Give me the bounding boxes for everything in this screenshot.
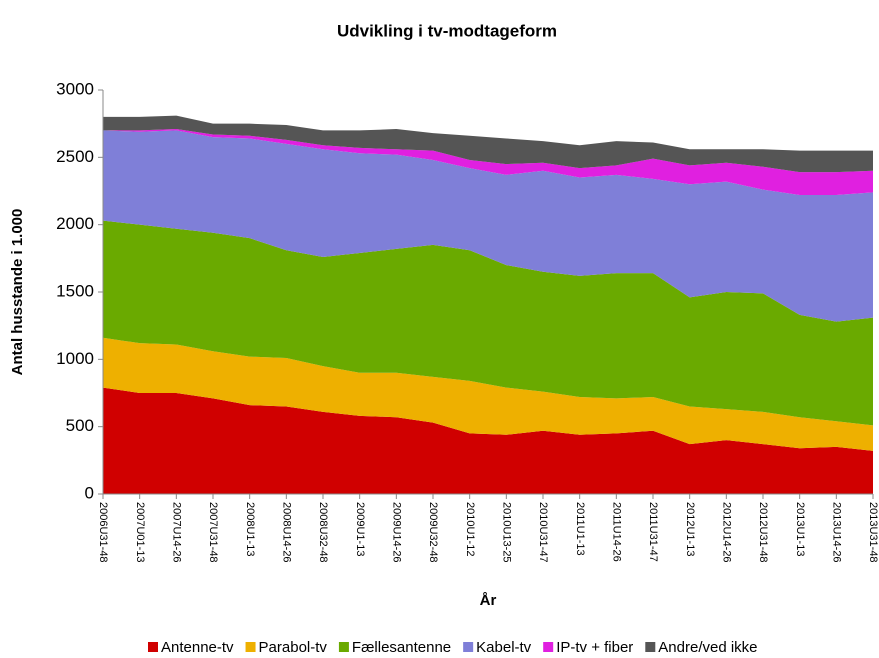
- legend-swatch: [245, 642, 256, 652]
- chart-title: Udvikling i tv-modtageform: [337, 21, 557, 40]
- x-tick-label: 2011U31-47: [647, 502, 659, 562]
- y-tick-label: 0: [85, 483, 94, 502]
- x-tick-label: 2013U1-13: [794, 502, 806, 556]
- y-tick-label: 2000: [56, 214, 94, 233]
- x-tick-label: 2008U14-26: [280, 502, 292, 563]
- x-tick-label: 2009U14-26: [390, 502, 402, 563]
- area: [103, 387, 873, 494]
- x-tick-label: 2012U1-13: [684, 502, 696, 556]
- y-tick-label: 1500: [56, 281, 94, 300]
- y-tick-label: 500: [66, 416, 94, 435]
- y-tick-label: 3000: [56, 79, 94, 98]
- x-tick-label: 2008U32-48: [317, 502, 329, 563]
- area: [103, 130, 873, 322]
- x-tick-label: 2007U31-48: [207, 502, 219, 563]
- legend-swatch: [645, 642, 656, 652]
- x-axis-title: År: [480, 592, 497, 609]
- legend-swatch: [338, 642, 349, 652]
- x-tick-label: 2013U14-26: [830, 502, 842, 563]
- legend-swatch: [463, 642, 474, 652]
- y-tick-label: 2500: [56, 147, 94, 166]
- area: [103, 115, 873, 173]
- legend-label: Antenne-tv: [161, 639, 234, 656]
- x-tick-label: 2008U1-13: [244, 502, 256, 556]
- x-tick-label: 2010U1-12: [464, 502, 476, 556]
- legend-swatch: [543, 642, 554, 652]
- x-tick-label: 2009U1-13: [354, 502, 366, 556]
- legend-label: Kabel-tv: [476, 639, 532, 656]
- x-tick-label: 2011U14-26: [610, 502, 622, 562]
- y-axis-title: Antal husstande i 1.000: [9, 209, 26, 376]
- area: [103, 220, 873, 426]
- legend-label: Parabol-tv: [259, 639, 328, 656]
- x-tick-label: 2007U01-13: [134, 502, 146, 563]
- x-tick-label: 2012U14-26: [720, 502, 732, 563]
- x-tick-label: 2013U31-48: [867, 502, 879, 563]
- y-tick-label: 1000: [56, 349, 94, 368]
- x-tick-label: 2012U31-48: [757, 502, 769, 563]
- x-tick-label: 2011U1-13: [574, 502, 586, 556]
- x-tick-label: 2010U31-47: [537, 502, 549, 563]
- legend-label: Andre/ved ikke: [658, 639, 757, 656]
- area: [103, 337, 873, 451]
- legend-swatch: [148, 642, 158, 652]
- x-tick-label: 2007U14-26: [170, 502, 182, 563]
- x-tick-label: 2010U13-25: [500, 502, 512, 563]
- x-tick-label: 2006U31-48: [97, 502, 109, 563]
- x-tick-label: 2009U32-48: [427, 502, 439, 563]
- legend-label: Fællesantenne: [352, 639, 451, 656]
- legend-label: IP-tv + fiber: [556, 639, 633, 656]
- area: [103, 129, 873, 196]
